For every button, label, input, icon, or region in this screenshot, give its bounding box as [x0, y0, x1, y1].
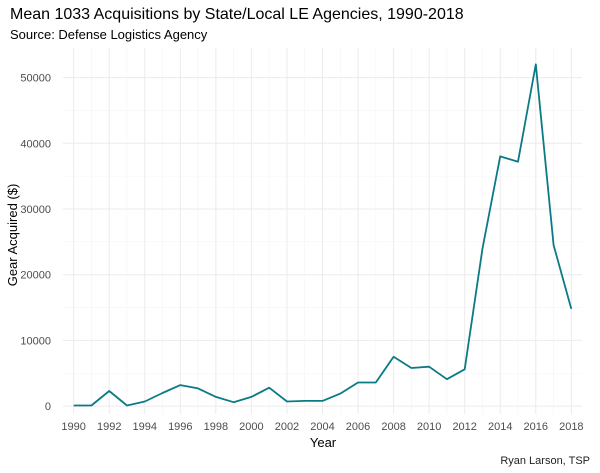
x-axis-title: Year: [310, 435, 337, 450]
data-point: [126, 404, 128, 406]
data-point: [73, 404, 75, 406]
data-point: [232, 401, 234, 403]
data-point: [392, 356, 394, 358]
y-tick-label: 50000: [20, 73, 51, 85]
data-point: [90, 404, 92, 406]
data-point: [357, 381, 359, 383]
y-tick-label: 20000: [20, 270, 51, 282]
x-tick-label: 1990: [61, 421, 85, 433]
data-point: [499, 155, 501, 157]
y-tick-label: 40000: [20, 138, 51, 150]
data-point: [304, 400, 306, 402]
data-point: [375, 381, 377, 383]
tick-labels: 1990 1992 1994 1996 1998 2000 2002 2004 2006 2008…: [20, 73, 583, 433]
y-tick-label: 10000: [20, 335, 51, 347]
data-point: [108, 390, 110, 392]
data-point: [552, 244, 554, 246]
x-tick-label: 2000: [239, 421, 263, 433]
x-tick-label: 2012: [452, 421, 476, 433]
data-point: [144, 400, 146, 402]
x-tick-label: 2002: [275, 421, 299, 433]
data-point: [197, 387, 199, 389]
x-tick-label: 2010: [417, 421, 441, 433]
chart-caption: Ryan Larson, TSP: [500, 455, 590, 467]
data-point: [517, 161, 519, 163]
data-point: [446, 378, 448, 380]
x-tick-label: 2006: [346, 421, 370, 433]
data-point: [161, 392, 163, 394]
x-tick-label: 2014: [488, 421, 512, 433]
x-tick-label: 2008: [381, 421, 405, 433]
x-tick-label: 1994: [133, 421, 157, 433]
data-point: [410, 367, 412, 369]
chart-title: Mean 1033 Acquisitions by State/Local LE…: [10, 6, 464, 23]
y-tick-label: 0: [45, 401, 51, 413]
data-point: [481, 247, 483, 249]
data-point: [339, 392, 341, 394]
y-axis-title: Gear Acquired ($): [5, 184, 20, 287]
data-point: [570, 308, 572, 310]
series-line: [73, 63, 573, 407]
data-point: [268, 387, 270, 389]
data-point: [179, 384, 181, 386]
x-tick-label: 2004: [310, 421, 334, 433]
data-point: [215, 396, 217, 398]
x-tick-label: 2016: [524, 421, 548, 433]
major-gridlines: [63, 48, 582, 414]
y-tick-label: 30000: [20, 204, 51, 216]
chart-subtitle: Source: Defense Logistics Agency: [10, 27, 208, 42]
data-point: [321, 400, 323, 402]
series-layer: [73, 63, 573, 407]
data-point: [250, 396, 252, 398]
data-point: [464, 368, 466, 370]
data-point: [286, 400, 288, 402]
x-tick-label: 1998: [204, 421, 228, 433]
x-tick-label: 2018: [559, 421, 583, 433]
data-point: [535, 63, 537, 65]
x-tick-label: 1996: [168, 421, 192, 433]
data-point: [428, 366, 430, 368]
x-tick-label: 1992: [97, 421, 121, 433]
